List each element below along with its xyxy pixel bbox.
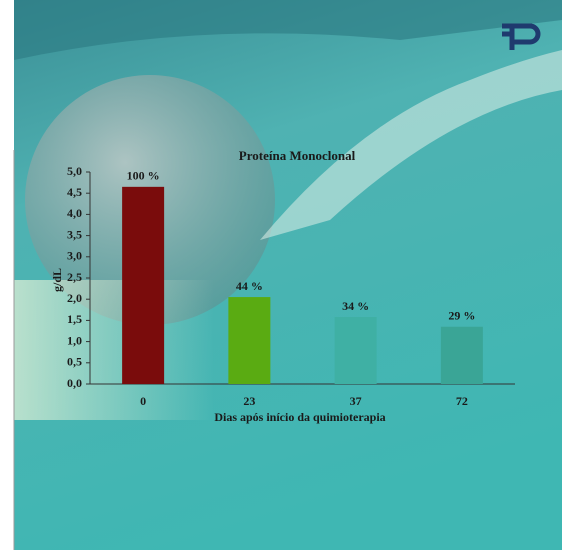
y-tick-label: 0,0 (67, 376, 82, 390)
glare (14, 280, 214, 420)
y-tick-label: 5,0 (67, 164, 82, 178)
y-tick-label: 4,0 (67, 206, 82, 220)
bar (228, 297, 271, 384)
y-tick-label: 2,5 (67, 270, 82, 284)
y-tick-label: 1,5 (67, 312, 82, 326)
bar-annotation: 44 % (236, 279, 263, 293)
chart-title: Proteína Monoclonal (239, 148, 356, 163)
sky (14, 0, 562, 60)
x-tick-label: 0 (140, 394, 146, 408)
bar (334, 317, 377, 384)
bar (440, 326, 483, 384)
bar (122, 186, 165, 384)
y-tick-label: 3,5 (67, 227, 82, 241)
x-tick-label: 37 (350, 394, 362, 408)
bar-annotation: 100 % (127, 169, 160, 183)
x-tick-label: 23 (243, 394, 255, 408)
bar-annotation: 29 % (448, 309, 475, 323)
y-tick-label: 2,0 (67, 291, 82, 305)
y-tick-label: 3,0 (67, 249, 82, 263)
y-tick-label: 1,0 (67, 333, 82, 347)
y-tick-label: 0,5 (67, 355, 82, 369)
logo (502, 23, 541, 50)
y-tick-label: 4,5 (67, 185, 82, 199)
wave (260, 50, 562, 240)
x-tick-label: 72 (456, 394, 468, 408)
y-axis-title: g/dL (50, 268, 64, 292)
bar-annotation: 34 % (342, 299, 369, 313)
x-axis-title: Dias após início da quimioterapia (214, 410, 385, 424)
